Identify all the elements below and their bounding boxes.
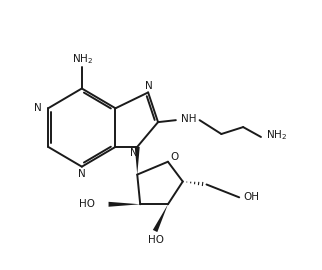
Text: NH$_2$: NH$_2$ <box>266 128 287 142</box>
Text: HO: HO <box>79 199 95 209</box>
Text: N: N <box>34 103 42 113</box>
Text: NH: NH <box>181 114 196 124</box>
Text: N: N <box>78 168 86 178</box>
Text: N: N <box>130 148 138 158</box>
Text: NH$_2$: NH$_2$ <box>72 52 93 66</box>
Text: HO: HO <box>148 235 164 245</box>
Text: N: N <box>145 80 153 90</box>
Polygon shape <box>153 204 168 232</box>
Polygon shape <box>135 147 140 175</box>
Text: OH: OH <box>243 192 259 202</box>
Text: O: O <box>171 152 179 162</box>
Polygon shape <box>109 202 140 207</box>
